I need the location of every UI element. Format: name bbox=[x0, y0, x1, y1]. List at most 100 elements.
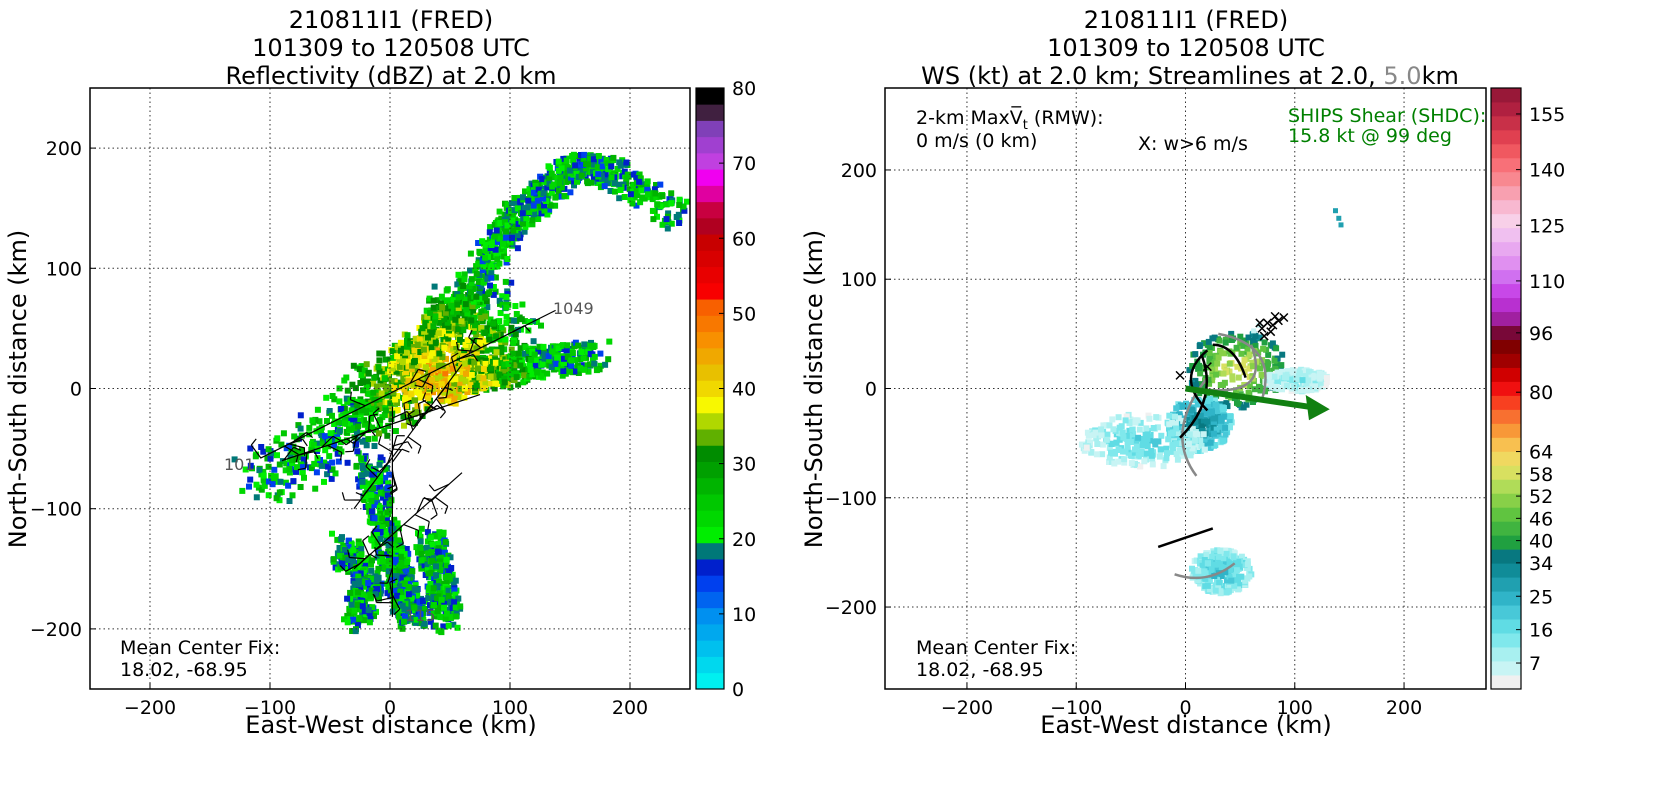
reflectivity-cell bbox=[564, 342, 571, 349]
reflectivity-cell bbox=[372, 528, 379, 535]
reflectivity-cell bbox=[636, 178, 643, 185]
wind-barb-flag bbox=[362, 535, 370, 542]
reflectivity-cell bbox=[482, 313, 489, 320]
reflectivity-cell bbox=[503, 293, 510, 300]
colorbar-swatch bbox=[1491, 185, 1521, 201]
reflectivity-cell bbox=[279, 458, 286, 465]
y-tick-label: −100 bbox=[30, 499, 82, 521]
windspeed-cell bbox=[1122, 417, 1129, 424]
reflectivity-cell bbox=[566, 167, 573, 174]
reflectivity-cell bbox=[639, 181, 646, 188]
y-tick-label: 0 bbox=[70, 379, 82, 401]
reflectivity-cell bbox=[400, 375, 407, 382]
reflectivity-cell bbox=[598, 156, 605, 163]
reflectivity-cell bbox=[488, 380, 495, 387]
colorbar-swatch bbox=[1491, 171, 1521, 187]
reflectivity-cell bbox=[494, 318, 501, 325]
windspeed-cell bbox=[1278, 362, 1285, 369]
wind-barb-flag bbox=[313, 451, 319, 459]
reflectivity-cell bbox=[501, 379, 508, 386]
colorbar-swatch bbox=[696, 217, 724, 235]
reflectivity-cell bbox=[581, 341, 588, 348]
wind-barb-flag bbox=[444, 506, 449, 514]
reflectivity-cell bbox=[385, 480, 392, 487]
colorbar-swatch bbox=[1491, 493, 1521, 508]
reflectivity-cell bbox=[504, 375, 511, 382]
reflectivity-cell bbox=[441, 600, 448, 607]
reflectivity-cell bbox=[603, 157, 610, 163]
reflectivity-cell bbox=[455, 305, 462, 311]
reflectivity-cell bbox=[382, 407, 389, 414]
reflectivity-cell bbox=[431, 602, 437, 608]
w-marker bbox=[1262, 318, 1272, 328]
windspeed-cell bbox=[1157, 446, 1164, 453]
reflectivity-cell bbox=[339, 560, 346, 567]
reflectivity-cell bbox=[398, 343, 404, 350]
reflectivity-cell bbox=[364, 466, 371, 473]
reflectivity-cell bbox=[391, 537, 398, 544]
reflectivity-cell bbox=[420, 346, 427, 353]
reflectivity-cell bbox=[371, 515, 378, 522]
reflectivity-cell bbox=[361, 617, 368, 624]
wind-barb-flag bbox=[423, 497, 432, 500]
windspeed-cell bbox=[1210, 550, 1217, 557]
wind-barb bbox=[391, 448, 403, 463]
reflectivity-cell bbox=[375, 574, 382, 581]
reflectivity-cell bbox=[394, 592, 401, 599]
reflectivity-cell bbox=[374, 388, 381, 395]
reflectivity-cell bbox=[411, 357, 418, 364]
windspeed-cell bbox=[1211, 421, 1217, 428]
reflectivity-cell bbox=[546, 175, 553, 182]
reflectivity-cell bbox=[459, 310, 466, 317]
reflectivity-cell bbox=[616, 181, 623, 188]
reflectivity-cell bbox=[376, 368, 383, 375]
reflectivity-cell bbox=[561, 360, 567, 367]
reflectivity-cell bbox=[532, 183, 539, 189]
reflectivity-cell bbox=[445, 323, 452, 330]
reflectivity-cell bbox=[375, 364, 382, 371]
colorbar-swatch bbox=[696, 412, 724, 430]
reflectivity-cell bbox=[561, 192, 568, 199]
reflectivity-cell bbox=[437, 567, 444, 573]
reflectivity-cell bbox=[563, 163, 570, 170]
reflectivity-cell bbox=[348, 541, 355, 548]
reflectivity-cell bbox=[529, 371, 536, 378]
reflectivity-cell bbox=[336, 545, 343, 551]
reflectivity-cell bbox=[401, 606, 408, 613]
reflectivity-cell bbox=[441, 580, 448, 587]
reflectivity-cell bbox=[392, 428, 399, 434]
reflectivity-cell bbox=[499, 293, 506, 300]
windspeed-cell bbox=[1230, 549, 1237, 556]
windspeed-cell bbox=[1217, 349, 1224, 355]
reflectivity-cell bbox=[418, 550, 425, 557]
reflectivity-cell bbox=[508, 200, 515, 207]
reflectivity-cell bbox=[391, 379, 398, 386]
reflectivity-cell bbox=[336, 552, 343, 559]
reflectivity-cell bbox=[564, 361, 571, 368]
right-title-line1: 210811I1 (FRED) bbox=[1084, 6, 1288, 34]
reflectivity-cell bbox=[548, 170, 555, 177]
reflectivity-cell bbox=[359, 478, 366, 485]
wind-barb-flag bbox=[339, 439, 347, 446]
reflectivity-cell bbox=[359, 611, 366, 618]
wind-barb-flag bbox=[406, 411, 413, 419]
windspeed-cell bbox=[1087, 439, 1093, 446]
reflectivity-cell bbox=[435, 330, 442, 337]
windspeed-cell bbox=[1274, 355, 1281, 362]
colorbar-swatch bbox=[1491, 423, 1521, 438]
reflectivity-cell bbox=[342, 547, 348, 553]
reflectivity-cell bbox=[464, 337, 471, 344]
reflectivity-cell bbox=[468, 358, 475, 365]
wind-barb-flag bbox=[389, 487, 398, 494]
windspeed-cell bbox=[1316, 375, 1323, 382]
reflectivity-cell bbox=[423, 307, 430, 314]
reflectivity-cell bbox=[568, 178, 575, 185]
colorbar-swatch bbox=[696, 250, 724, 268]
reflectivity-cell bbox=[293, 448, 300, 455]
right-xlabel: East-West distance (km) bbox=[1040, 711, 1331, 739]
wind-barb-flag bbox=[422, 392, 427, 401]
reflectivity-cell bbox=[531, 351, 538, 358]
reflectivity-cell bbox=[360, 569, 367, 576]
reflectivity-cell bbox=[361, 608, 368, 615]
reflectivity-cell bbox=[277, 478, 284, 485]
